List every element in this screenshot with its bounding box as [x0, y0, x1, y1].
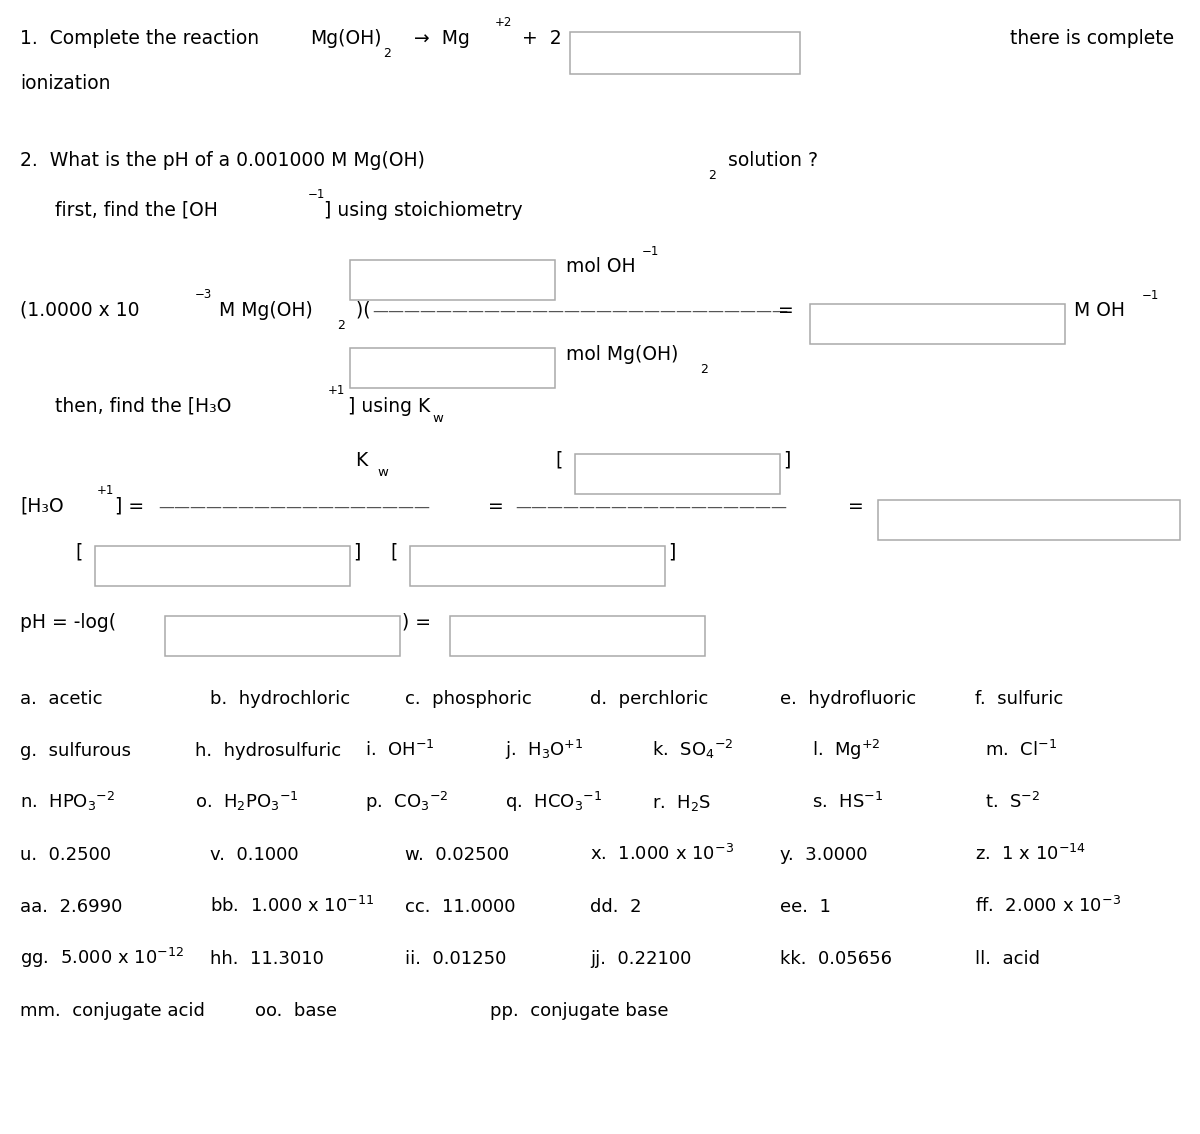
Text: +  2: + 2: [510, 29, 562, 48]
Text: ]: ]: [668, 543, 676, 562]
Text: M Mg(OH): M Mg(OH): [214, 301, 313, 320]
Text: t.  S$^{-2}$: t. S$^{-2}$: [985, 792, 1040, 812]
Text: w: w: [432, 412, 443, 425]
Text: [: [: [390, 543, 397, 562]
Text: [: [: [554, 451, 563, 469]
Text: 1.  Complete the reaction: 1. Complete the reaction: [20, 29, 259, 48]
Text: oo.  base: oo. base: [254, 1002, 337, 1019]
Text: ]: ]: [784, 451, 791, 469]
FancyBboxPatch shape: [810, 304, 1064, 344]
Text: ) =: ) =: [402, 613, 431, 632]
Text: hh.  11.3010: hh. 11.3010: [210, 950, 324, 968]
Text: o.  H$_2$PO$_3$$^{-1}$: o. H$_2$PO$_3$$^{-1}$: [194, 790, 299, 813]
Text: M OH: M OH: [1068, 301, 1126, 320]
Text: mol OH: mol OH: [560, 257, 636, 276]
Text: e.  hydrofluoric: e. hydrofluoric: [780, 689, 916, 708]
Text: aa.  2.6990: aa. 2.6990: [20, 898, 122, 916]
Text: ionization: ionization: [20, 74, 110, 93]
FancyBboxPatch shape: [95, 545, 350, 586]
Text: ——————————————————————————: ——————————————————————————: [372, 304, 788, 319]
Text: kk.  0.05656: kk. 0.05656: [780, 950, 892, 968]
Text: y.  3.0000: y. 3.0000: [780, 846, 868, 864]
Text: m.  Cl$^{-1}$: m. Cl$^{-1}$: [985, 739, 1057, 760]
Text: +1: +1: [97, 484, 114, 497]
Text: ]: ]: [353, 543, 360, 562]
Text: l.  Mg$^{+2}$: l. Mg$^{+2}$: [812, 738, 881, 762]
Text: first, find the [OH: first, find the [OH: [55, 201, 218, 220]
Text: jj.  0.22100: jj. 0.22100: [590, 950, 691, 968]
Text: ff.  2.000 x 10$^{-3}$: ff. 2.000 x 10$^{-3}$: [974, 896, 1121, 916]
Text: ii.  0.01250: ii. 0.01250: [406, 950, 506, 968]
Text: =: =: [482, 497, 504, 516]
Text: i.  OH$^{-1}$: i. OH$^{-1}$: [365, 739, 434, 760]
Text: 2.  What is the pH of a 0.001000 M Mg(OH): 2. What is the pH of a 0.001000 M Mg(OH): [20, 151, 425, 170]
Text: v.  0.1000: v. 0.1000: [210, 846, 299, 864]
FancyBboxPatch shape: [575, 454, 780, 494]
Text: dd.  2: dd. 2: [590, 898, 642, 916]
Text: h.  hydrosulfuric: h. hydrosulfuric: [194, 742, 341, 760]
Text: 2: 2: [700, 363, 708, 376]
Text: w: w: [377, 466, 388, 479]
Text: w.  0.02500: w. 0.02500: [406, 846, 509, 864]
Text: [: [: [74, 543, 83, 562]
Text: a.  acetic: a. acetic: [20, 689, 102, 708]
Text: ] =: ] =: [115, 497, 144, 516]
Text: −3: −3: [194, 288, 212, 301]
Text: +2: +2: [496, 16, 512, 29]
Text: gg.  5.000 x 10$^{-12}$: gg. 5.000 x 10$^{-12}$: [20, 946, 184, 970]
Text: b.  hydrochloric: b. hydrochloric: [210, 689, 350, 708]
Text: ] using K: ] using K: [348, 397, 431, 416]
Text: p.  CO$_3$$^{-2}$: p. CO$_3$$^{-2}$: [365, 790, 449, 814]
Text: mm.  conjugate acid: mm. conjugate acid: [20, 1002, 205, 1019]
Text: [H₃O: [H₃O: [20, 497, 64, 516]
Text: ll.  acid: ll. acid: [974, 950, 1040, 968]
Text: z.  1 x 10$^{-14}$: z. 1 x 10$^{-14}$: [974, 844, 1086, 864]
Text: q.  HCO$_3$$^{-1}$: q. HCO$_3$$^{-1}$: [505, 790, 602, 814]
Text: ee.  1: ee. 1: [780, 898, 830, 916]
Text: d.  perchloric: d. perchloric: [590, 689, 708, 708]
Text: +1: +1: [328, 384, 346, 397]
Text: c.  phosphoric: c. phosphoric: [406, 689, 532, 708]
Text: Mg(OH): Mg(OH): [310, 29, 382, 48]
FancyBboxPatch shape: [878, 500, 1180, 540]
Text: u.  0.2500: u. 0.2500: [20, 846, 112, 864]
Text: K: K: [355, 451, 367, 469]
Text: r.  H$_2$S: r. H$_2$S: [652, 793, 712, 813]
Text: f.  sulfuric: f. sulfuric: [974, 689, 1063, 708]
Text: mol Mg(OH): mol Mg(OH): [560, 345, 678, 364]
Text: −1: −1: [1142, 289, 1159, 302]
Text: k.  SO$_4$$^{-2}$: k. SO$_4$$^{-2}$: [652, 738, 733, 761]
Text: ] using stoichiometry: ] using stoichiometry: [324, 201, 523, 220]
Text: solution ?: solution ?: [722, 151, 818, 170]
Text: —————————————————: —————————————————: [158, 500, 430, 515]
Text: −1: −1: [642, 245, 659, 259]
Text: 2: 2: [337, 319, 344, 332]
Text: =: =: [842, 497, 864, 516]
Text: x.  1.000 x 10$^{-3}$: x. 1.000 x 10$^{-3}$: [590, 844, 734, 864]
Text: cc.  11.0000: cc. 11.0000: [406, 898, 516, 916]
Text: —————————————————: —————————————————: [515, 500, 787, 515]
Text: )(: )(: [350, 301, 371, 320]
FancyBboxPatch shape: [166, 616, 400, 655]
Text: then, find the [H₃O: then, find the [H₃O: [55, 397, 232, 416]
Text: (1.0000 x 10: (1.0000 x 10: [20, 301, 139, 320]
Text: 2: 2: [383, 46, 391, 60]
Text: =: =: [772, 301, 793, 320]
Text: there is complete: there is complete: [1010, 29, 1174, 48]
Text: j.  H$_3$O$^{+1}$: j. H$_3$O$^{+1}$: [505, 738, 583, 762]
Text: −1: −1: [308, 188, 325, 201]
Text: g.  sulfurous: g. sulfurous: [20, 742, 131, 760]
Text: pp.  conjugate base: pp. conjugate base: [490, 1002, 668, 1019]
Text: bb.  1.000 x 10$^{-11}$: bb. 1.000 x 10$^{-11}$: [210, 896, 374, 916]
FancyBboxPatch shape: [350, 260, 554, 301]
Text: pH = -log(: pH = -log(: [20, 613, 116, 632]
Text: n.  HPO$_3$$^{-2}$: n. HPO$_3$$^{-2}$: [20, 790, 115, 813]
Text: 2: 2: [708, 169, 716, 181]
FancyBboxPatch shape: [350, 348, 554, 388]
Text: s.  HS$^{-1}$: s. HS$^{-1}$: [812, 792, 883, 812]
Text: →  Mg: → Mg: [402, 29, 470, 48]
FancyBboxPatch shape: [410, 545, 665, 586]
FancyBboxPatch shape: [450, 616, 706, 655]
FancyBboxPatch shape: [570, 32, 800, 74]
